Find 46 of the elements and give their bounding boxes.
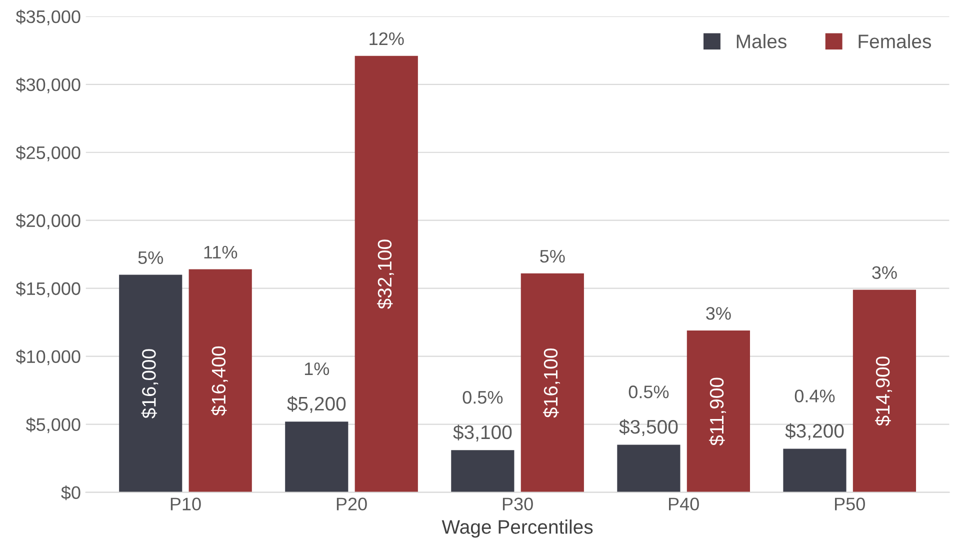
data-label: $3,500 (619, 419, 678, 436)
annotation: 3% (872, 266, 897, 279)
bar (686, 330, 750, 492)
y-tick-label: $25,000 (16, 146, 80, 162)
bar (617, 444, 680, 492)
y-tick-label: $0 (61, 485, 80, 500)
x-axis-title: Wage Percentiles (442, 520, 593, 538)
y-tick-label: $20,000 (16, 214, 80, 230)
bar (451, 450, 514, 492)
data-label: $3,200 (785, 423, 844, 440)
annotation: 5% (540, 250, 565, 263)
annotation: 11% (204, 246, 238, 259)
bar (520, 273, 584, 492)
x-tick-label: P40 (668, 498, 699, 510)
annotation: 12% (370, 32, 404, 46)
x-tick-label: P50 (835, 498, 865, 510)
data-label: $16,400 (210, 346, 228, 416)
x-tick-label: P10 (170, 498, 201, 510)
y-tick-label: $10,000 (16, 350, 80, 366)
y-tick-label: $35,000 (16, 10, 80, 26)
annotation: 0.5% (462, 390, 503, 404)
data-label: $11,900 (709, 378, 726, 446)
bar (119, 274, 182, 492)
annotation: 5% (138, 251, 164, 264)
x-tick-label: P20 (336, 498, 367, 510)
bar (188, 269, 252, 492)
bar (852, 290, 916, 492)
legend-label: Females (858, 34, 932, 48)
data-label: $32,100 (377, 240, 394, 309)
annotation: 0.4% (794, 390, 835, 402)
bar (354, 56, 418, 492)
y-tick-label: $5,000 (26, 417, 80, 434)
data-label: $16,100 (543, 348, 560, 418)
data-label: $14,900 (875, 356, 892, 426)
data-label: $5,200 (287, 396, 346, 413)
annotation: 1% (304, 362, 330, 376)
y-tick-label: $30,000 (16, 78, 80, 94)
bar (783, 448, 846, 492)
annotation: 0.5% (628, 386, 669, 398)
legend-label: Males (736, 34, 786, 48)
data-label: $3,100 (453, 424, 512, 442)
annotation: 3% (706, 307, 731, 320)
x-tick-label: P30 (502, 498, 533, 510)
y-tick-label: $15,000 (16, 282, 80, 298)
data-label: $16,000 (141, 349, 158, 418)
bar (285, 422, 348, 492)
